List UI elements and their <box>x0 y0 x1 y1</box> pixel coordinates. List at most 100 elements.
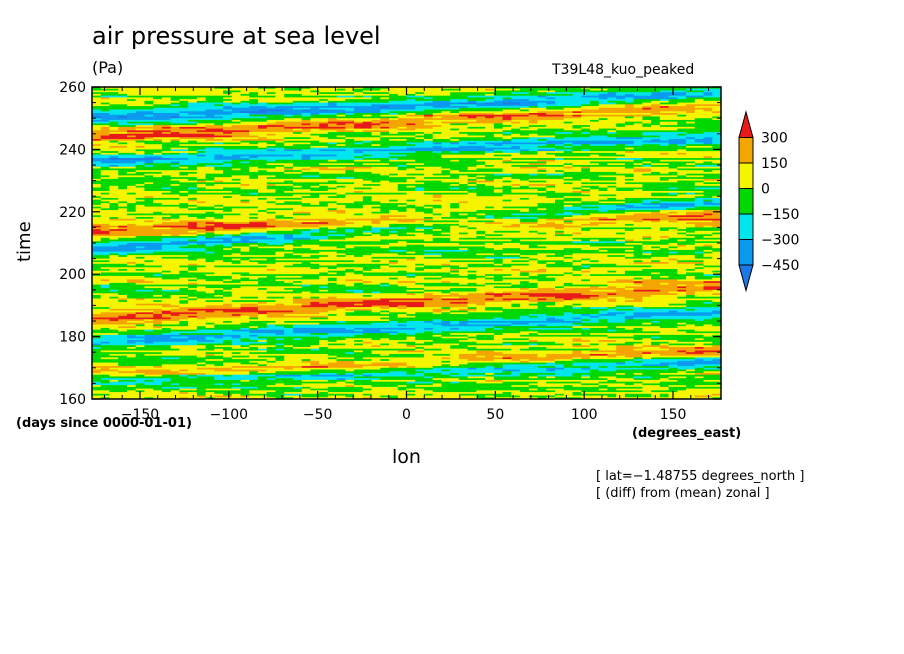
heatmap-cell <box>476 355 486 358</box>
heatmap-cell <box>555 373 573 376</box>
heatmap-cell <box>555 360 626 363</box>
heatmap-cell <box>109 204 119 207</box>
heatmap-cell <box>196 151 206 154</box>
heatmap-cell <box>371 281 399 284</box>
heatmap-cell <box>231 236 268 239</box>
heatmap-cell <box>607 284 643 287</box>
heatmap-cell <box>249 343 276 346</box>
heatmap-cell <box>126 321 145 324</box>
heatmap-cell <box>598 100 608 103</box>
heatmap-cell <box>616 132 643 135</box>
heatmap-cell <box>389 93 399 97</box>
heatmap-cell <box>231 300 276 303</box>
heatmap-cell <box>257 102 268 105</box>
heatmap-cell <box>223 383 233 386</box>
heatmap-cell <box>651 277 687 280</box>
heatmap-cell <box>485 307 503 310</box>
heatmap-cell <box>633 142 669 145</box>
heatmap-cell <box>389 246 486 249</box>
heatmap-cell <box>135 388 154 391</box>
heatmap-cell <box>528 225 582 228</box>
heatmap-cell <box>589 194 600 197</box>
heatmap-cell <box>327 210 346 213</box>
heatmap-cell <box>275 87 285 90</box>
heatmap-cell <box>694 165 722 168</box>
heatmap-cell <box>528 119 538 123</box>
heatmap-cell <box>257 109 285 112</box>
heatmap-cell <box>126 390 137 393</box>
heatmap-cell <box>161 97 172 100</box>
heatmap-cell <box>406 343 434 346</box>
heatmap-cell <box>511 274 521 277</box>
heatmap-cell <box>109 158 172 161</box>
heatmap-cell <box>397 173 407 176</box>
heatmap-cell <box>327 366 364 369</box>
heatmap-cell <box>319 220 346 223</box>
heatmap-cell <box>319 140 346 143</box>
heatmap-cell <box>345 395 355 398</box>
heatmap-cell <box>126 295 154 298</box>
heatmap-cell <box>441 194 477 197</box>
heatmap-cell <box>598 239 617 242</box>
heatmap-cell <box>406 154 442 157</box>
heatmap-cell <box>196 154 206 157</box>
heatmap-cell <box>659 248 669 251</box>
heatmap-cell <box>546 376 556 379</box>
heatmap-cell <box>153 196 224 199</box>
heatmap-cell <box>572 274 582 277</box>
heatmap-cell <box>642 248 661 251</box>
heatmap-cell <box>633 93 652 97</box>
heatmap-cell <box>624 232 678 235</box>
heatmap-cell <box>616 263 696 266</box>
heatmap-cell <box>493 90 538 93</box>
heatmap-cell <box>537 315 591 318</box>
heatmap-cell <box>266 123 303 126</box>
heatmap-cell <box>362 151 416 154</box>
heatmap-cell <box>179 203 189 206</box>
heatmap-cell <box>257 156 303 159</box>
heatmap-cell <box>327 362 355 365</box>
heatmap-cell <box>389 126 399 129</box>
heatmap-cell <box>205 355 224 358</box>
heatmap-cell <box>135 263 145 266</box>
heatmap-cell <box>633 277 643 280</box>
heatmap-cell <box>467 227 477 230</box>
heatmap-cell <box>555 362 573 365</box>
heatmap-cell <box>380 88 442 91</box>
heatmap-cell <box>572 163 600 166</box>
heatmap-cell <box>624 373 635 376</box>
heatmap-cell <box>126 334 137 337</box>
heatmap-cell <box>589 102 600 105</box>
heatmap-cell <box>406 178 469 181</box>
heatmap-cell <box>100 357 119 360</box>
heatmap-cell <box>406 307 442 310</box>
heatmap-cell <box>345 139 355 142</box>
heatmap-cell <box>92 204 110 207</box>
heatmap-cell <box>415 345 451 348</box>
heatmap-cell <box>179 191 189 194</box>
heatmap-cell <box>310 291 355 294</box>
heatmap-cell <box>170 121 198 124</box>
heatmap-cell <box>520 373 556 376</box>
heatmap-cell <box>345 246 355 249</box>
heatmap-cell <box>432 327 451 331</box>
heatmap-cell <box>555 232 565 235</box>
heatmap-cell <box>196 263 294 266</box>
heatmap-cell <box>240 187 268 190</box>
heatmap-cell <box>546 324 582 327</box>
x-tick-label: 50 <box>486 407 504 423</box>
heatmap-cell <box>380 312 390 315</box>
heatmap-cell <box>205 388 241 391</box>
heatmap-cell <box>703 132 722 135</box>
heatmap-cell <box>319 341 364 344</box>
heatmap-cell <box>423 269 451 272</box>
heatmap-cell <box>581 111 661 114</box>
heatmap-cell <box>624 383 635 386</box>
heatmap-cell <box>188 230 198 233</box>
heatmap-cell <box>92 152 102 155</box>
heatmap-cell <box>188 270 329 273</box>
heatmap-cell <box>528 314 547 317</box>
heatmap-cell <box>327 357 338 360</box>
heatmap-cell <box>423 239 434 242</box>
heatmap-cell <box>319 336 329 339</box>
